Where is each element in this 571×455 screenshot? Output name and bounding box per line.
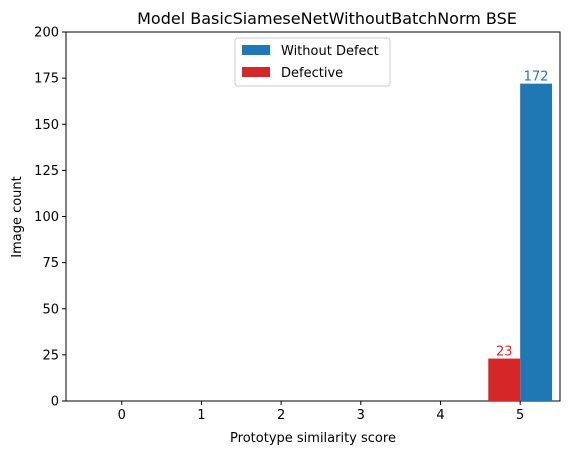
- y-tick-label: 175: [34, 72, 59, 87]
- plot-frame: [65, 31, 561, 402]
- x-tick-label: 0: [118, 408, 126, 423]
- y-tick-label: 150: [34, 118, 59, 133]
- legend-swatch-defective: [242, 67, 270, 77]
- y-axis-label: Image count: [10, 176, 25, 258]
- x-tick-label: 5: [516, 408, 524, 423]
- x-tick-label: 3: [357, 408, 365, 423]
- chart-title: Model BasicSiameseNetWithoutBatchNorm BS…: [137, 9, 517, 28]
- data-label-defective: 23: [496, 345, 513, 360]
- y-tick-label: 50: [42, 302, 59, 317]
- x-tick-label: 4: [436, 408, 444, 423]
- data-label-without-defect: 172: [524, 70, 549, 85]
- legend-frame: [234, 37, 391, 87]
- y-tick-label: 200: [34, 26, 59, 41]
- x-tick-label: 2: [277, 408, 285, 423]
- plot-area: [65, 31, 561, 402]
- data-labels-group: 23 172: [496, 70, 549, 360]
- y-tick-label: 0: [51, 395, 59, 410]
- y-tick-label: 75: [42, 256, 59, 271]
- x-axis: 0 1 2 3 4 5: [118, 401, 524, 423]
- legend-label-defective: Defective: [281, 66, 343, 81]
- legend-swatch-without-defect: [242, 45, 270, 55]
- x-tick-label: 1: [197, 408, 205, 423]
- bars-group: [488, 83, 553, 401]
- y-axis: 0 25 50 75 100 125 150 175 200: [34, 26, 66, 410]
- bar-defective-5: [488, 358, 521, 401]
- y-tick-label: 100: [34, 210, 59, 225]
- bar-without-defect-5: [520, 83, 553, 401]
- legend: Without Defect Defective: [234, 37, 391, 87]
- legend-label-without-defect: Without Defect: [281, 44, 379, 59]
- y-tick-label: 125: [34, 164, 59, 179]
- y-tick-label: 25: [42, 348, 59, 363]
- x-axis-label: Prototype similarity score: [230, 431, 396, 446]
